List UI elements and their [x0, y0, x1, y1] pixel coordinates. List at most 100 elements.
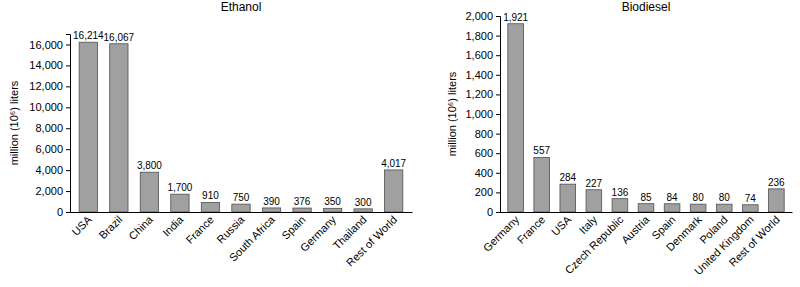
data-label: 557	[533, 145, 550, 156]
y-axis-title: million (10⁶) liters	[8, 80, 20, 165]
tick-label: 1,800	[465, 30, 493, 42]
bar	[79, 42, 97, 212]
bars	[508, 24, 784, 212]
tick: 1,600	[465, 49, 500, 61]
x-axis: USABrazilChinaIndiaFranceRussiaSouth Afr…	[69, 212, 412, 269]
tick-label: France	[183, 213, 216, 246]
tick: Rest of World	[344, 212, 399, 269]
tick: 1,400	[465, 69, 500, 81]
tick-label: 1,600	[465, 49, 493, 61]
tick: 200	[475, 186, 500, 198]
data-label: 16,067	[104, 32, 135, 43]
data-label: 84	[667, 192, 679, 203]
tick-mark	[66, 149, 70, 150]
x-axis: GermanyFranceUSAItalyCzech RepublicAustr…	[481, 212, 793, 277]
tick-label: China	[126, 213, 155, 242]
tick: 800	[475, 128, 500, 140]
tick: Austria	[619, 212, 652, 246]
tick: 600	[475, 147, 500, 159]
bar	[140, 172, 158, 212]
tick-label: 10,000	[29, 101, 63, 113]
data-label: 80	[693, 192, 705, 203]
tick: 4,000	[35, 164, 70, 176]
tick-mark	[496, 212, 500, 213]
tick-label: Spain	[279, 213, 307, 241]
axis-line	[66, 35, 71, 213]
tick: Italy	[577, 212, 600, 236]
title: Biodiesel	[622, 0, 671, 14]
tick-mark	[66, 107, 70, 108]
bar	[612, 199, 628, 212]
axis-line	[496, 17, 501, 213]
tick-label: 1,000	[465, 108, 493, 120]
tick-label: 2,000	[35, 185, 63, 197]
data-label: 236	[768, 177, 785, 188]
bar	[354, 209, 372, 212]
bar	[534, 157, 550, 212]
tick-mark	[496, 55, 500, 56]
bars	[79, 42, 403, 212]
bar	[508, 24, 524, 212]
bar	[716, 204, 732, 212]
tick: Denmark	[664, 212, 704, 253]
tick: 2,000	[35, 185, 70, 197]
tick-label: 4,000	[35, 164, 63, 176]
y-axis: 0 2,000 4,000 6,000 8,000 10,000 12,000 14,000 1…	[29, 35, 70, 219]
tick-label: Denmark	[664, 213, 704, 253]
tick-label: 0	[487, 206, 493, 218]
tick-label: France	[515, 213, 548, 246]
tick: 0	[57, 206, 70, 218]
data-label: 284	[559, 172, 576, 183]
tick: 14,000	[29, 59, 70, 71]
data-labels: 16,21416,0673,8001,700910750390376350300…	[73, 30, 407, 208]
bar	[560, 184, 576, 212]
tick-label: Brazil	[96, 213, 124, 241]
tick-label: USA	[69, 213, 94, 238]
tick-mark	[66, 44, 70, 45]
tick-label: Rest of World	[726, 213, 781, 268]
data-label: 136	[612, 187, 629, 198]
tick-mark	[496, 75, 500, 76]
tick-label: Italy	[577, 213, 600, 236]
tick-label: 1,200	[465, 88, 493, 100]
tick-label: Rest of World	[344, 213, 399, 268]
tick-mark	[496, 114, 500, 115]
tick: France	[515, 212, 548, 246]
tick: 10,000	[29, 101, 70, 113]
bar	[201, 202, 219, 212]
tick: France	[183, 212, 216, 246]
tick-label: 14,000	[29, 59, 63, 71]
tick: 6,000	[35, 143, 70, 155]
data-labels: 1,9215572842271368584808074236	[503, 12, 785, 204]
data-label: 300	[355, 197, 372, 208]
tick: Czech Republic	[563, 212, 626, 276]
tick-label: 16,000	[29, 38, 63, 50]
tick-label: 0	[57, 206, 63, 218]
data-label: 376	[294, 196, 311, 207]
tick-label: South Africa	[227, 213, 278, 264]
tick-mark	[496, 192, 500, 193]
tick: Germany	[481, 212, 522, 254]
data-label: 910	[202, 190, 219, 201]
tick: 0	[487, 206, 500, 218]
bar	[110, 44, 128, 212]
tick: 1,800	[465, 30, 500, 42]
tick-mark	[496, 134, 500, 135]
bar	[769, 189, 785, 212]
tick: India	[160, 212, 186, 239]
tick: Spain	[279, 212, 307, 242]
tick-label: 400	[475, 167, 493, 179]
chart-panel: 16,21416,0673,8001,700910750390376350300…	[8, 0, 413, 269]
tick-label: 2,000	[465, 10, 493, 22]
bar	[742, 205, 758, 212]
tick: Germany	[298, 212, 339, 254]
tick: 12,000	[29, 80, 70, 92]
figure: 16,21416,0673,8001,700910750390376350300…	[0, 0, 800, 287]
tick-label: 8,000	[35, 122, 63, 134]
tick-label: USA	[549, 213, 574, 238]
tick: 8,000	[35, 122, 70, 134]
y-axis: 0 200 400 600 800 1,000 1,200 1,400 1,600 1,800 2,…	[465, 10, 500, 218]
tick-label: Germany	[298, 213, 339, 254]
data-label: 85	[640, 192, 652, 203]
tick-label: Austria	[619, 213, 652, 246]
